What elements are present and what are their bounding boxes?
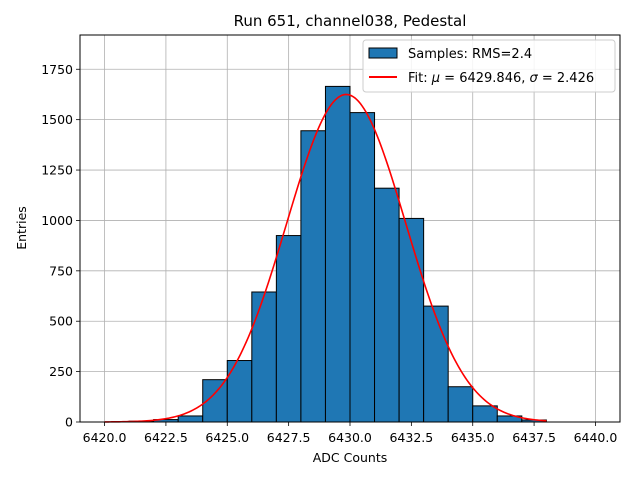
x-tick-label: 6420.0 [83,430,127,445]
histogram-bar [398,217,425,423]
legend-label-fit: Fit: μ = 6429.846, σ = 2.426 [408,71,594,86]
legend-box [362,39,616,93]
histogram-bars [128,85,547,423]
legend-swatch-histogram [368,47,398,59]
y-tick-label: 250 [49,364,73,379]
legend-label-histogram: Samples: RMS=2.4 [408,47,532,62]
x-tick-label: 6432.5 [389,430,433,445]
chart-title: Run 651, channel038, Pedestal [234,12,467,30]
histogram-bar [472,405,498,423]
histogram-bar [324,85,351,423]
histogram-bar [374,187,400,423]
y-tick-label: 1250 [41,163,73,178]
y-tick-label: 1000 [41,213,73,228]
y-tick-label: 0 [65,415,73,430]
histogram-bar [423,305,449,423]
y-axis-label: Entries [14,206,29,250]
histogram-bar [300,130,326,423]
x-tick-label: 6427.5 [267,430,311,445]
y-tick-label: 1500 [41,112,73,127]
histogram-bar [251,291,277,423]
x-tick-label: 6440.0 [574,430,618,445]
legend: Samples: RMS=2.4 Fit: μ = 6429.846, σ = … [362,39,616,93]
x-tick-label: 6430.0 [328,430,372,445]
fit-curve [104,93,547,423]
axis-ticks: 6420.0 6422.5 6425.0 6427.5 6430.0 6432.5 6435… [41,62,617,445]
histogram-bar [177,415,204,423]
x-tick-label: 6437.5 [512,430,556,445]
histogram-bar [275,235,302,423]
x-tick-label: 6425.0 [205,430,249,445]
histogram-bar [349,112,376,423]
x-axis-label: ADC Counts [313,450,388,465]
y-tick-label: 1750 [41,62,73,77]
histogram-bar [226,360,253,423]
histogram-bar [447,386,474,423]
y-tick-label: 750 [49,263,73,278]
x-tick-label: 6422.5 [144,430,188,445]
y-tick-label: 500 [49,314,73,329]
x-tick-label: 6435.0 [451,430,495,445]
